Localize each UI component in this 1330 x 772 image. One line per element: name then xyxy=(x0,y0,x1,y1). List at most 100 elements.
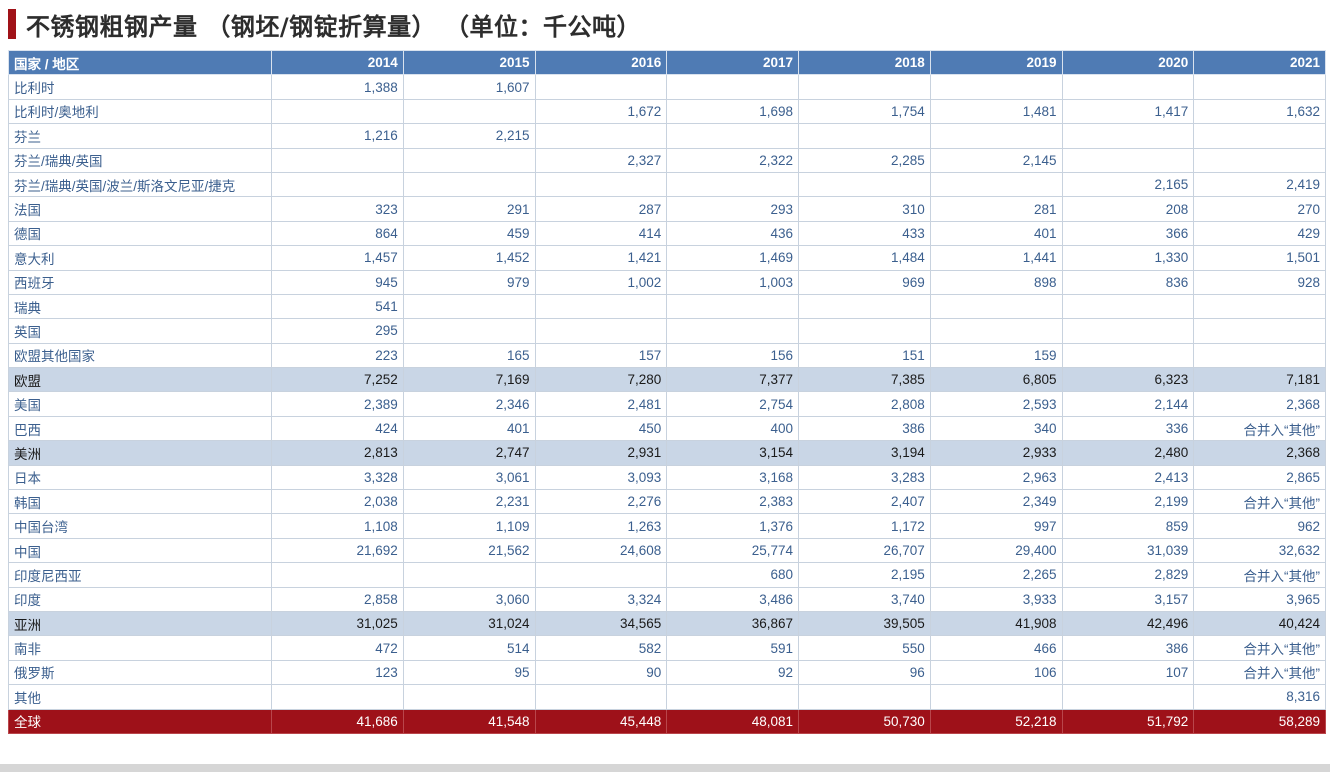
value-cell: 2,276 xyxy=(534,489,668,515)
value-cell: 2,813 xyxy=(271,440,404,466)
value-cell xyxy=(534,318,668,344)
value-cell: 2,389 xyxy=(271,391,404,417)
region-cell: 全球 xyxy=(8,708,272,734)
value-cell: 424 xyxy=(271,415,404,442)
value-cell: 39,505 xyxy=(798,610,931,637)
value-cell: 287 xyxy=(534,196,668,222)
value-cell xyxy=(534,171,668,198)
value-cell: 3,154 xyxy=(666,440,799,466)
value-cell: 45,448 xyxy=(534,708,668,734)
value-cell: 514 xyxy=(402,635,536,661)
value-cell: 969 xyxy=(798,269,931,295)
value-cell: 7,181 xyxy=(1193,367,1326,393)
table-row: 印度 2,858 3,060 3,324 3,486 3,740 3,933 3,157 3,9… xyxy=(8,586,1326,612)
value-cell: 合并入“其他” xyxy=(1193,562,1326,588)
value-cell: 6,323 xyxy=(1061,367,1195,393)
value-cell: 2,215 xyxy=(402,123,536,149)
value-cell xyxy=(271,562,404,588)
region-cell: 欧盟 xyxy=(8,367,272,393)
value-cell: 1,441 xyxy=(929,245,1063,271)
value-cell xyxy=(798,171,931,198)
value-cell xyxy=(666,318,799,344)
value-cell xyxy=(1061,123,1195,149)
value-cell: 2,322 xyxy=(666,147,799,173)
value-cell xyxy=(534,123,668,149)
value-cell: 58,289 xyxy=(1193,708,1326,734)
table-row: 德国 864 459 414 436 433 401 366 429 xyxy=(8,220,1326,247)
value-cell: 436 xyxy=(666,220,799,247)
value-cell: 340 xyxy=(929,415,1063,442)
value-cell xyxy=(798,74,931,100)
table-row: 韩国 2,038 2,231 2,276 2,383 2,407 2,349 2,199 合并入… xyxy=(8,489,1326,515)
value-cell xyxy=(929,123,1063,149)
value-cell: 591 xyxy=(666,635,799,661)
region-cell: 意大利 xyxy=(8,245,272,271)
region-cell: 德国 xyxy=(8,220,272,247)
value-cell: 3,933 xyxy=(929,586,1063,612)
value-cell xyxy=(402,293,536,320)
value-cell: 2,865 xyxy=(1193,464,1326,491)
value-cell xyxy=(798,318,931,344)
title-bar: 不锈钢粗钢产量 （钢坯/钢锭折算量） （单位：千公吨） xyxy=(8,6,641,42)
value-cell: 1,172 xyxy=(798,513,931,539)
table-row: 英国 295 xyxy=(8,318,1326,344)
subtotal-row: 欧盟 7,252 7,169 7,280 7,377 7,385 6,805 6,323 7,1… xyxy=(8,367,1326,393)
value-cell: 1,607 xyxy=(402,74,536,100)
value-cell: 1,421 xyxy=(534,245,668,271)
value-cell: 323 xyxy=(271,196,404,222)
value-cell: 3,324 xyxy=(534,586,668,612)
value-cell xyxy=(534,684,668,710)
steel-production-table: 国家 / 地区 2014 2015 2016 2017 2018 2019 2020 2021 … xyxy=(8,49,1326,734)
value-cell: 3,328 xyxy=(271,464,404,491)
table-row: 中国 21,692 21,562 24,608 25,774 26,707 29,400 31… xyxy=(8,537,1326,564)
value-cell: 2,199 xyxy=(1061,489,1195,515)
value-cell: 2,327 xyxy=(534,147,668,173)
value-cell: 156 xyxy=(666,342,799,369)
column-header-year: 2016 xyxy=(534,49,668,76)
value-cell: 1,698 xyxy=(666,98,799,125)
value-cell: 1,754 xyxy=(798,98,931,125)
value-cell: 386 xyxy=(798,415,931,442)
value-cell: 450 xyxy=(534,415,668,442)
value-cell: 3,965 xyxy=(1193,586,1326,612)
value-cell: 400 xyxy=(666,415,799,442)
value-cell: 1,417 xyxy=(1061,98,1195,125)
table-row: 芬兰 1,216 2,215 xyxy=(8,123,1326,149)
value-cell: 7,169 xyxy=(402,367,536,393)
value-cell: 401 xyxy=(929,220,1063,247)
region-cell: 亚洲 xyxy=(8,610,272,637)
value-cell: 1,108 xyxy=(271,513,404,539)
value-cell: 8,316 xyxy=(1193,684,1326,710)
value-cell: 366 xyxy=(1061,220,1195,247)
region-cell: 日本 xyxy=(8,464,272,491)
region-cell: 瑞典 xyxy=(8,293,272,320)
value-cell xyxy=(402,98,536,125)
value-cell: 997 xyxy=(929,513,1063,539)
value-cell: 1,484 xyxy=(798,245,931,271)
value-cell: 3,283 xyxy=(798,464,931,491)
value-cell: 1,216 xyxy=(271,123,404,149)
value-cell: 541 xyxy=(271,293,404,320)
value-cell: 928 xyxy=(1193,269,1326,295)
value-cell: 2,165 xyxy=(1061,171,1195,198)
value-cell: 3,060 xyxy=(402,586,536,612)
value-cell xyxy=(402,147,536,173)
value-cell: 2,593 xyxy=(929,391,1063,417)
value-cell: 21,562 xyxy=(402,537,536,564)
value-cell xyxy=(402,318,536,344)
value-cell xyxy=(798,684,931,710)
value-cell xyxy=(1061,342,1195,369)
value-cell: 31,039 xyxy=(1061,537,1195,564)
value-cell: 50,730 xyxy=(798,708,931,734)
value-cell xyxy=(1061,74,1195,100)
value-cell xyxy=(534,74,668,100)
region-cell: 欧盟其他国家 xyxy=(8,342,272,369)
table-row: 其他 8,316 xyxy=(8,684,1326,710)
value-cell: 1,501 xyxy=(1193,245,1326,271)
region-cell: 南非 xyxy=(8,635,272,661)
value-cell: 48,081 xyxy=(666,708,799,734)
value-cell: 1,109 xyxy=(402,513,536,539)
subtotal-row: 美洲 2,813 2,747 2,931 3,154 3,194 2,933 2,480 2,3… xyxy=(8,440,1326,466)
value-cell: 291 xyxy=(402,196,536,222)
value-cell xyxy=(1193,74,1326,100)
